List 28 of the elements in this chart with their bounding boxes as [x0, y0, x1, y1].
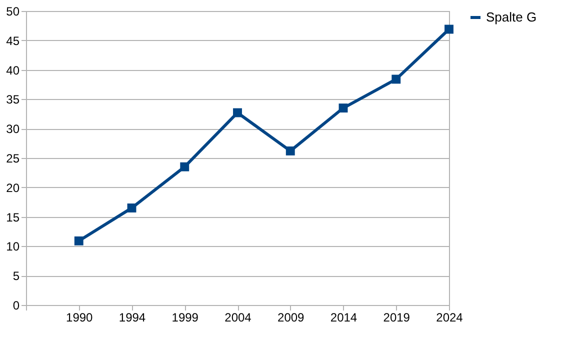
point	[286, 146, 295, 156]
x-tick-label: 1994	[118, 310, 146, 324]
y-tick-label: 30	[6, 122, 20, 136]
x-tick-label: 1990	[66, 310, 94, 324]
x-tick-label: 1999	[172, 310, 199, 324]
point	[392, 74, 401, 84]
point	[444, 24, 454, 34]
x-tick-label: 2019	[383, 310, 410, 324]
y-tick-label: 5	[12, 269, 20, 284]
y-tick-label: 45	[6, 34, 20, 48]
y-tick-label: 15	[6, 210, 20, 224]
y-tick-label: 0	[12, 298, 20, 312]
point	[127, 204, 136, 212]
y-tick-label: 35	[6, 92, 20, 107]
point	[74, 236, 84, 246]
x-tick-label: 2014	[330, 310, 358, 324]
y-tick-label: 10	[6, 240, 20, 254]
x-tick-label: 2024	[436, 310, 464, 324]
x-tick-label: 2004	[224, 310, 252, 324]
point	[233, 108, 242, 118]
point	[180, 162, 190, 172]
y-tick-label: 25	[6, 152, 20, 166]
x-tick-label: 2009	[278, 310, 305, 324]
y-tick-label: 40	[6, 63, 20, 78]
legend-label: Spalte G	[486, 10, 537, 24]
point	[338, 104, 348, 112]
y-tick-label: 20	[6, 180, 20, 195]
y-tick-label: 50	[6, 4, 20, 18]
